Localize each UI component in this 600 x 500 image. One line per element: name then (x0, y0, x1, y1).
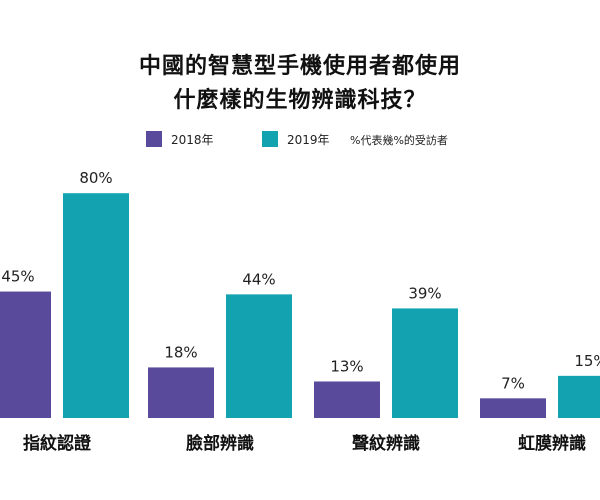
legend-swatch-2018 (146, 131, 162, 147)
bar-2018-1 (148, 367, 214, 418)
bar-2019-1 (226, 294, 292, 418)
data-label-2019-1: 44% (242, 270, 275, 288)
data-label-2018-3: 7% (501, 374, 525, 392)
category-label-3: 虹膜辨識 (518, 433, 586, 454)
data-label-2018-2: 13% (330, 357, 363, 375)
bar-2018-3 (480, 398, 546, 418)
bar-2019-0 (63, 193, 129, 418)
legend-item-2018: 2018年 (146, 131, 214, 147)
data-label-2018-1: 18% (164, 343, 197, 361)
category-label-2: 聲紋辨識 (352, 433, 420, 454)
bar-2019-3 (558, 375, 600, 418)
category-label-0: 指紋認證 (23, 433, 92, 454)
bar-2018-0 (0, 291, 51, 418)
legend-swatch-2019 (262, 131, 278, 147)
data-label-2019-3: 15% (574, 352, 600, 370)
data-label-2019-2: 39% (408, 284, 441, 302)
chart-subtitle: 什麼樣的生物辨識科技？ (173, 88, 427, 113)
chart-title: 中國的智慧型手機使用者都使用 (138, 54, 461, 79)
data-label-2019-0: 80% (79, 169, 112, 187)
legend-label-2019: 2019年 (287, 132, 330, 147)
legend-label-2018: 2018年 (171, 132, 214, 147)
legend-note: %代表幾%的受訪者 (350, 134, 448, 147)
legend-item-2019: 2019年 (262, 131, 330, 147)
category-label-1: 臉部辨識 (186, 433, 254, 454)
bar-2018-2 (314, 381, 380, 418)
bar-2019-2 (392, 308, 458, 418)
data-label-2018-0: 45% (1, 268, 34, 286)
